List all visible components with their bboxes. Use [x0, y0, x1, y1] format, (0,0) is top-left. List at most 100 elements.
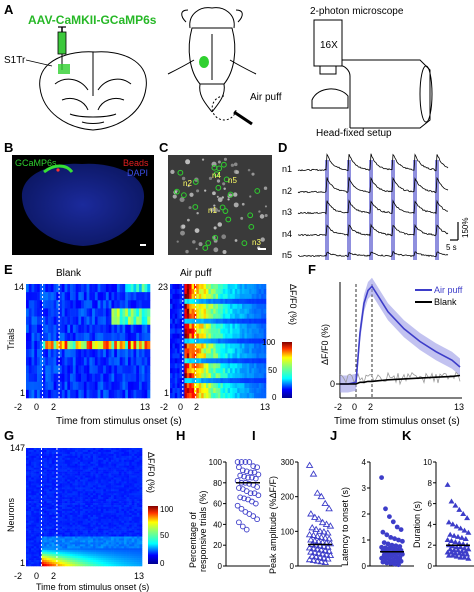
g-cell	[74, 507, 78, 510]
g-cell	[41, 501, 45, 504]
g-cell	[121, 453, 125, 457]
panel-g: G 147 1 Neurons -2 0 2 13 Time from stim…	[4, 428, 174, 592]
g-cell	[69, 540, 73, 543]
e-air-cell	[256, 388, 260, 394]
e-air-cell	[242, 288, 245, 295]
e-air-cell	[239, 298, 243, 305]
g-cbar-tick-100: 100	[160, 505, 174, 514]
g-cell	[72, 564, 76, 567]
g-cell	[129, 544, 132, 547]
g-cell	[44, 548, 47, 551]
g-cell	[129, 473, 132, 476]
g-cell	[28, 448, 32, 451]
g-cell	[90, 510, 94, 514]
e-blank-cell	[92, 389, 96, 399]
g-cell	[59, 491, 63, 494]
g-cell	[38, 532, 42, 535]
g-cell	[121, 560, 125, 563]
g-cell	[41, 463, 45, 466]
e-air-cell	[249, 308, 252, 315]
g-cell	[56, 522, 60, 525]
e-air-cell	[263, 298, 267, 305]
g-cell	[41, 542, 45, 545]
e-air-cell	[206, 363, 209, 369]
g-cell	[69, 534, 73, 537]
g-cell	[69, 491, 73, 494]
g-cell	[51, 536, 55, 539]
g-cell	[44, 544, 47, 547]
g-cell	[28, 479, 32, 482]
g-cell	[126, 546, 130, 549]
e-air-cell	[196, 303, 200, 310]
g-cell	[49, 526, 53, 529]
g-cell	[100, 457, 104, 461]
g-cell	[80, 550, 84, 553]
e-blank-cell	[50, 292, 54, 301]
g-cell	[134, 558, 138, 561]
g-cell	[108, 461, 112, 465]
g-cell	[46, 562, 50, 565]
g-cell	[67, 522, 71, 525]
i-point	[309, 531, 318, 538]
g-cell	[134, 487, 138, 490]
g-cell	[82, 524, 86, 527]
g-cell	[98, 510, 102, 514]
g-cell	[118, 475, 122, 478]
g-cell	[80, 552, 84, 555]
g-cell	[82, 550, 86, 553]
g-cell	[54, 560, 58, 563]
e-blank-cell	[81, 349, 85, 358]
e-air-cell	[198, 388, 202, 394]
g-cell	[38, 461, 42, 465]
g-cell	[87, 522, 91, 525]
g-cell	[100, 497, 104, 500]
coronal-brain-diagram	[39, 51, 147, 131]
g-cell	[100, 526, 104, 529]
g-cell	[100, 507, 104, 510]
e-air-cell	[246, 378, 250, 384]
e-blank-cell	[147, 316, 151, 326]
e-blank-cell	[89, 292, 93, 301]
g-cell	[67, 514, 71, 518]
g-cell	[90, 483, 94, 486]
e-blank-cell	[141, 300, 145, 309]
g-cell	[93, 542, 96, 545]
e-air-cell	[182, 353, 185, 359]
roi-outline	[241, 240, 248, 247]
g-cell	[98, 489, 102, 492]
g-cell	[38, 556, 42, 559]
g-cell	[103, 548, 107, 551]
g-cell	[31, 520, 35, 524]
g-cell	[113, 544, 117, 547]
e-air-cell	[246, 298, 250, 305]
g-cell	[64, 449, 68, 453]
g-cell	[100, 540, 104, 543]
e-blank-cell	[105, 292, 109, 301]
e-blank-cell	[67, 341, 71, 350]
g-cell	[126, 487, 130, 490]
g-cell	[44, 546, 47, 549]
g-cell	[36, 518, 40, 522]
e-blank-cell	[78, 316, 82, 326]
g-cell	[41, 544, 45, 547]
e-air-cell	[170, 293, 173, 300]
e-air-cell	[230, 373, 233, 379]
panel-letter-e: E	[4, 262, 13, 277]
e-air-cell	[191, 378, 195, 384]
e-blank-cell	[48, 300, 52, 309]
e-blank-cell	[78, 349, 82, 358]
g-cell	[139, 459, 143, 463]
g-cell	[85, 558, 89, 561]
g-cell	[108, 540, 112, 543]
e-air-cell	[208, 378, 212, 384]
e-air-cell	[194, 393, 197, 399]
g-cell	[90, 477, 94, 480]
cell-soma	[233, 162, 238, 167]
g-cell	[56, 489, 60, 492]
g-cell	[108, 556, 112, 559]
g-cell	[36, 564, 40, 567]
e-air-cell	[213, 328, 216, 334]
g-cell	[44, 473, 47, 476]
i-point	[307, 510, 315, 517]
g-cell	[139, 497, 143, 500]
